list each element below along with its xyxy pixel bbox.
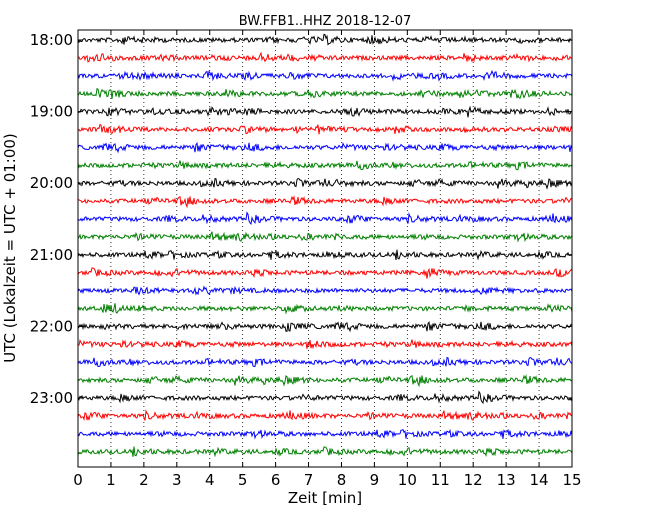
- trace-21-00: [77, 249, 573, 261]
- y-tick-label: 19:00: [30, 103, 73, 121]
- trace-18-15: [77, 51, 573, 63]
- trace-22-45: [77, 374, 573, 388]
- trace-23-30: [77, 428, 573, 440]
- x-tick-label: 0: [73, 471, 83, 489]
- trace-19-45: [77, 160, 573, 171]
- x-tick-label: 1: [106, 471, 116, 489]
- trace-21-30: [77, 285, 573, 296]
- trace-23-45: [77, 446, 573, 458]
- chart-title: BW.FFB1..HHZ 2018-12-07: [239, 14, 412, 29]
- trace-23-15: [77, 409, 573, 422]
- trace-20-30: [77, 211, 573, 226]
- x-tick-label: 13: [497, 471, 516, 489]
- grid-lines: [110, 30, 540, 467]
- x-axis-label: Zeit [min]: [288, 489, 362, 507]
- y-tick-label: 23:00: [30, 389, 73, 407]
- x-tick-label: 9: [370, 471, 380, 489]
- x-tick-label: 10: [398, 471, 417, 489]
- plot-frame: [77, 29, 573, 468]
- x-tick-label: 2: [139, 471, 149, 489]
- seismogram-traces: [77, 33, 573, 458]
- trace-20-15: [77, 195, 573, 209]
- x-tick-label: 7: [304, 471, 314, 489]
- y-tick-label: 18:00: [30, 31, 73, 49]
- trace-20-00: [77, 177, 573, 190]
- trace-23-00: [77, 390, 573, 405]
- x-tick-label: 4: [205, 471, 215, 489]
- x-tick-label: 3: [172, 471, 182, 489]
- trace-21-45: [77, 303, 573, 315]
- trace-22-00: [77, 320, 573, 333]
- x-ticks: 0 1 2 3 4 5 6 7 8 9 10 11 12 13 14 15: [73, 30, 582, 489]
- trace-18-00: [77, 33, 573, 46]
- x-tick-label: 15: [562, 471, 581, 489]
- x-tick-label: 12: [464, 471, 483, 489]
- trace-19-00: [77, 105, 573, 118]
- y-axis-label: UTC (Lokalzeit = UTC + 01:00): [1, 133, 19, 363]
- trace-22-30: [77, 357, 573, 368]
- x-tick-label: 14: [530, 471, 549, 489]
- trace-20-45: [77, 231, 573, 243]
- trace-19-30: [77, 141, 573, 154]
- y-ticks: 18:00 19:00 20:00 21:00 22:00 23:00: [30, 31, 572, 407]
- y-tick-label: 20:00: [30, 174, 73, 192]
- y-tick-label: 22:00: [30, 317, 73, 335]
- x-tick-label: 6: [271, 471, 281, 489]
- trace-18-45: [77, 87, 573, 99]
- y-tick-label: 21:00: [30, 246, 73, 264]
- trace-18-30: [77, 69, 573, 82]
- trace-21-15: [77, 267, 573, 279]
- x-tick-label: 5: [238, 471, 248, 489]
- trace-19-15: [77, 123, 573, 135]
- x-tick-label: 11: [431, 471, 450, 489]
- x-tick-label: 8: [337, 471, 347, 489]
- trace-22-15: [77, 338, 573, 350]
